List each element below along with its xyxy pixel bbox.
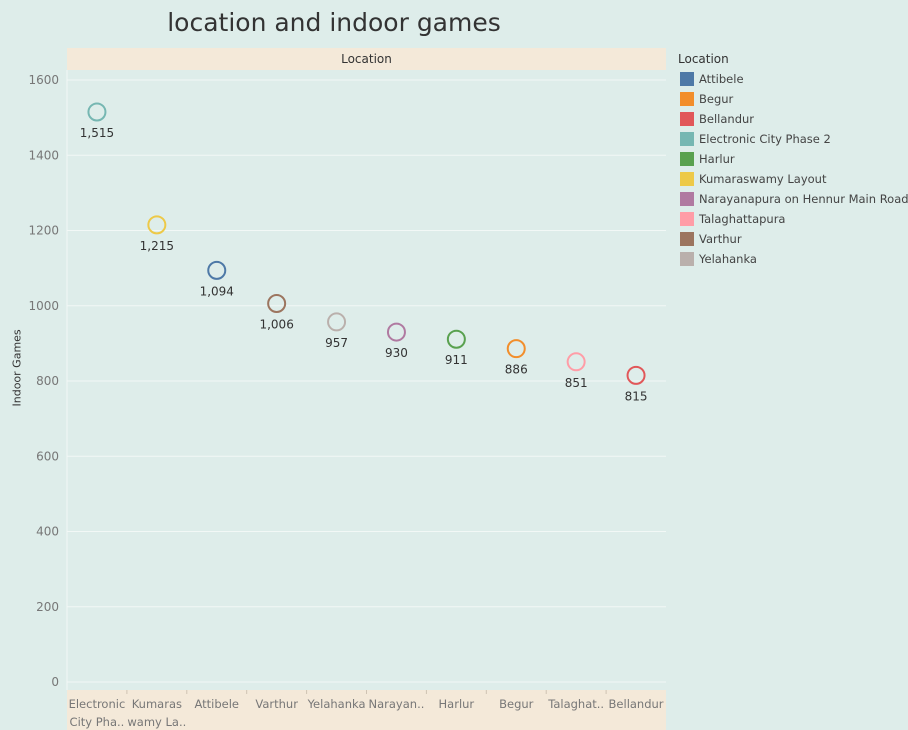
plot-area: 0 200 400 600 800 1000 1200 1400 1600 1,515 Electr…	[28, 70, 666, 729]
data-label: 1,515	[80, 126, 114, 140]
legend-swatch	[680, 212, 694, 226]
data-point	[87, 102, 107, 122]
y-tick-label: 1200	[28, 224, 59, 238]
chart-title: location and indoor games	[167, 8, 501, 37]
data-point	[566, 352, 586, 372]
data-point	[327, 312, 347, 332]
y-tick-label: 200	[36, 600, 59, 614]
data-label: 930	[385, 346, 408, 360]
x-tick-label: Bellandur	[609, 697, 664, 711]
legend-swatch	[680, 172, 694, 186]
data-label: 1,006	[259, 317, 293, 331]
legend-item[interactable]: Kumaraswamy Layout	[678, 169, 908, 189]
legend-label: Kumaraswamy Layout	[699, 172, 827, 186]
legend-swatch	[680, 72, 694, 86]
y-tick-label: 400	[36, 525, 59, 539]
legend-label: Varthur	[699, 232, 742, 246]
data-label: 886	[505, 363, 528, 377]
legend-label: Bellandur	[699, 112, 755, 126]
legend-swatch	[680, 192, 694, 206]
legend-label: Begur	[699, 92, 734, 106]
legend-swatch	[680, 92, 694, 106]
data-point	[207, 260, 227, 280]
x-tick-label: Kumaras	[132, 697, 182, 711]
legend-item[interactable]: Narayanapura on Hennur Main Road	[678, 189, 908, 209]
column-header: Location	[67, 48, 666, 70]
legend-item[interactable]: Talaghattapura	[678, 209, 908, 229]
legend-item[interactable]: Attibele	[678, 69, 908, 89]
y-tick-label: 1400	[28, 148, 59, 162]
legend-swatch	[680, 132, 694, 146]
data-point	[147, 215, 167, 235]
x-tick-label: wamy La..	[127, 715, 186, 729]
legend-item[interactable]: Bellandur	[678, 109, 908, 129]
x-tick-label: Harlur	[439, 697, 475, 711]
x-category-band	[67, 690, 666, 730]
y-tick-label: 800	[36, 374, 59, 388]
legend-swatch	[680, 232, 694, 246]
x-tick-label: Electronic	[69, 697, 126, 711]
x-tick-label: City Pha..	[70, 715, 125, 729]
data-point	[626, 365, 646, 385]
data-point	[506, 339, 526, 359]
legend-swatch	[680, 252, 694, 266]
data-point	[446, 329, 466, 349]
legend-item[interactable]: Yelahanka	[678, 249, 908, 269]
legend-swatch	[680, 152, 694, 166]
legend-label: Yelahanka	[699, 252, 757, 266]
legend-swatch	[680, 112, 694, 126]
y-tick-label: 1000	[28, 299, 59, 313]
legend-items: Attibele Begur Bellandur Electronic City Ph…	[678, 69, 908, 269]
legend-item[interactable]: Begur	[678, 89, 908, 109]
legend-item[interactable]: Harlur	[678, 149, 908, 169]
legend-item[interactable]: Electronic City Phase 2	[678, 129, 908, 149]
data-label: 1,215	[140, 239, 174, 253]
x-tick-label: Begur	[499, 697, 534, 711]
x-tick-label: Talaghat..	[547, 697, 604, 711]
data-label: 851	[565, 376, 588, 390]
legend: Location Attibele Begur Bellandur Electroni…	[678, 52, 908, 269]
data-label: 957	[325, 336, 348, 350]
legend-label: Narayanapura on Hennur Main Road	[699, 192, 908, 206]
data-point	[267, 293, 287, 313]
y-tick-label: 600	[36, 449, 59, 463]
legend-label: Electronic City Phase 2	[699, 132, 831, 146]
y-tick-label: 1600	[28, 73, 59, 87]
legend-title: Location	[678, 52, 729, 66]
data-label: 911	[445, 353, 468, 367]
legend-item[interactable]: Varthur	[678, 229, 908, 249]
legend-label: Attibele	[699, 72, 744, 86]
x-tick-label: Narayan..	[369, 697, 425, 711]
x-tick-label: Attibele	[194, 697, 239, 711]
x-tick-label: Yelahanka	[307, 697, 366, 711]
data-point	[386, 322, 406, 342]
data-label: 1,094	[200, 284, 234, 298]
legend-label: Harlur	[699, 152, 735, 166]
data-label: 815	[625, 389, 648, 403]
legend-label: Talaghattapura	[699, 212, 786, 226]
y-tick-label: 0	[51, 675, 59, 689]
x-tick-label: Varthur	[255, 697, 298, 711]
